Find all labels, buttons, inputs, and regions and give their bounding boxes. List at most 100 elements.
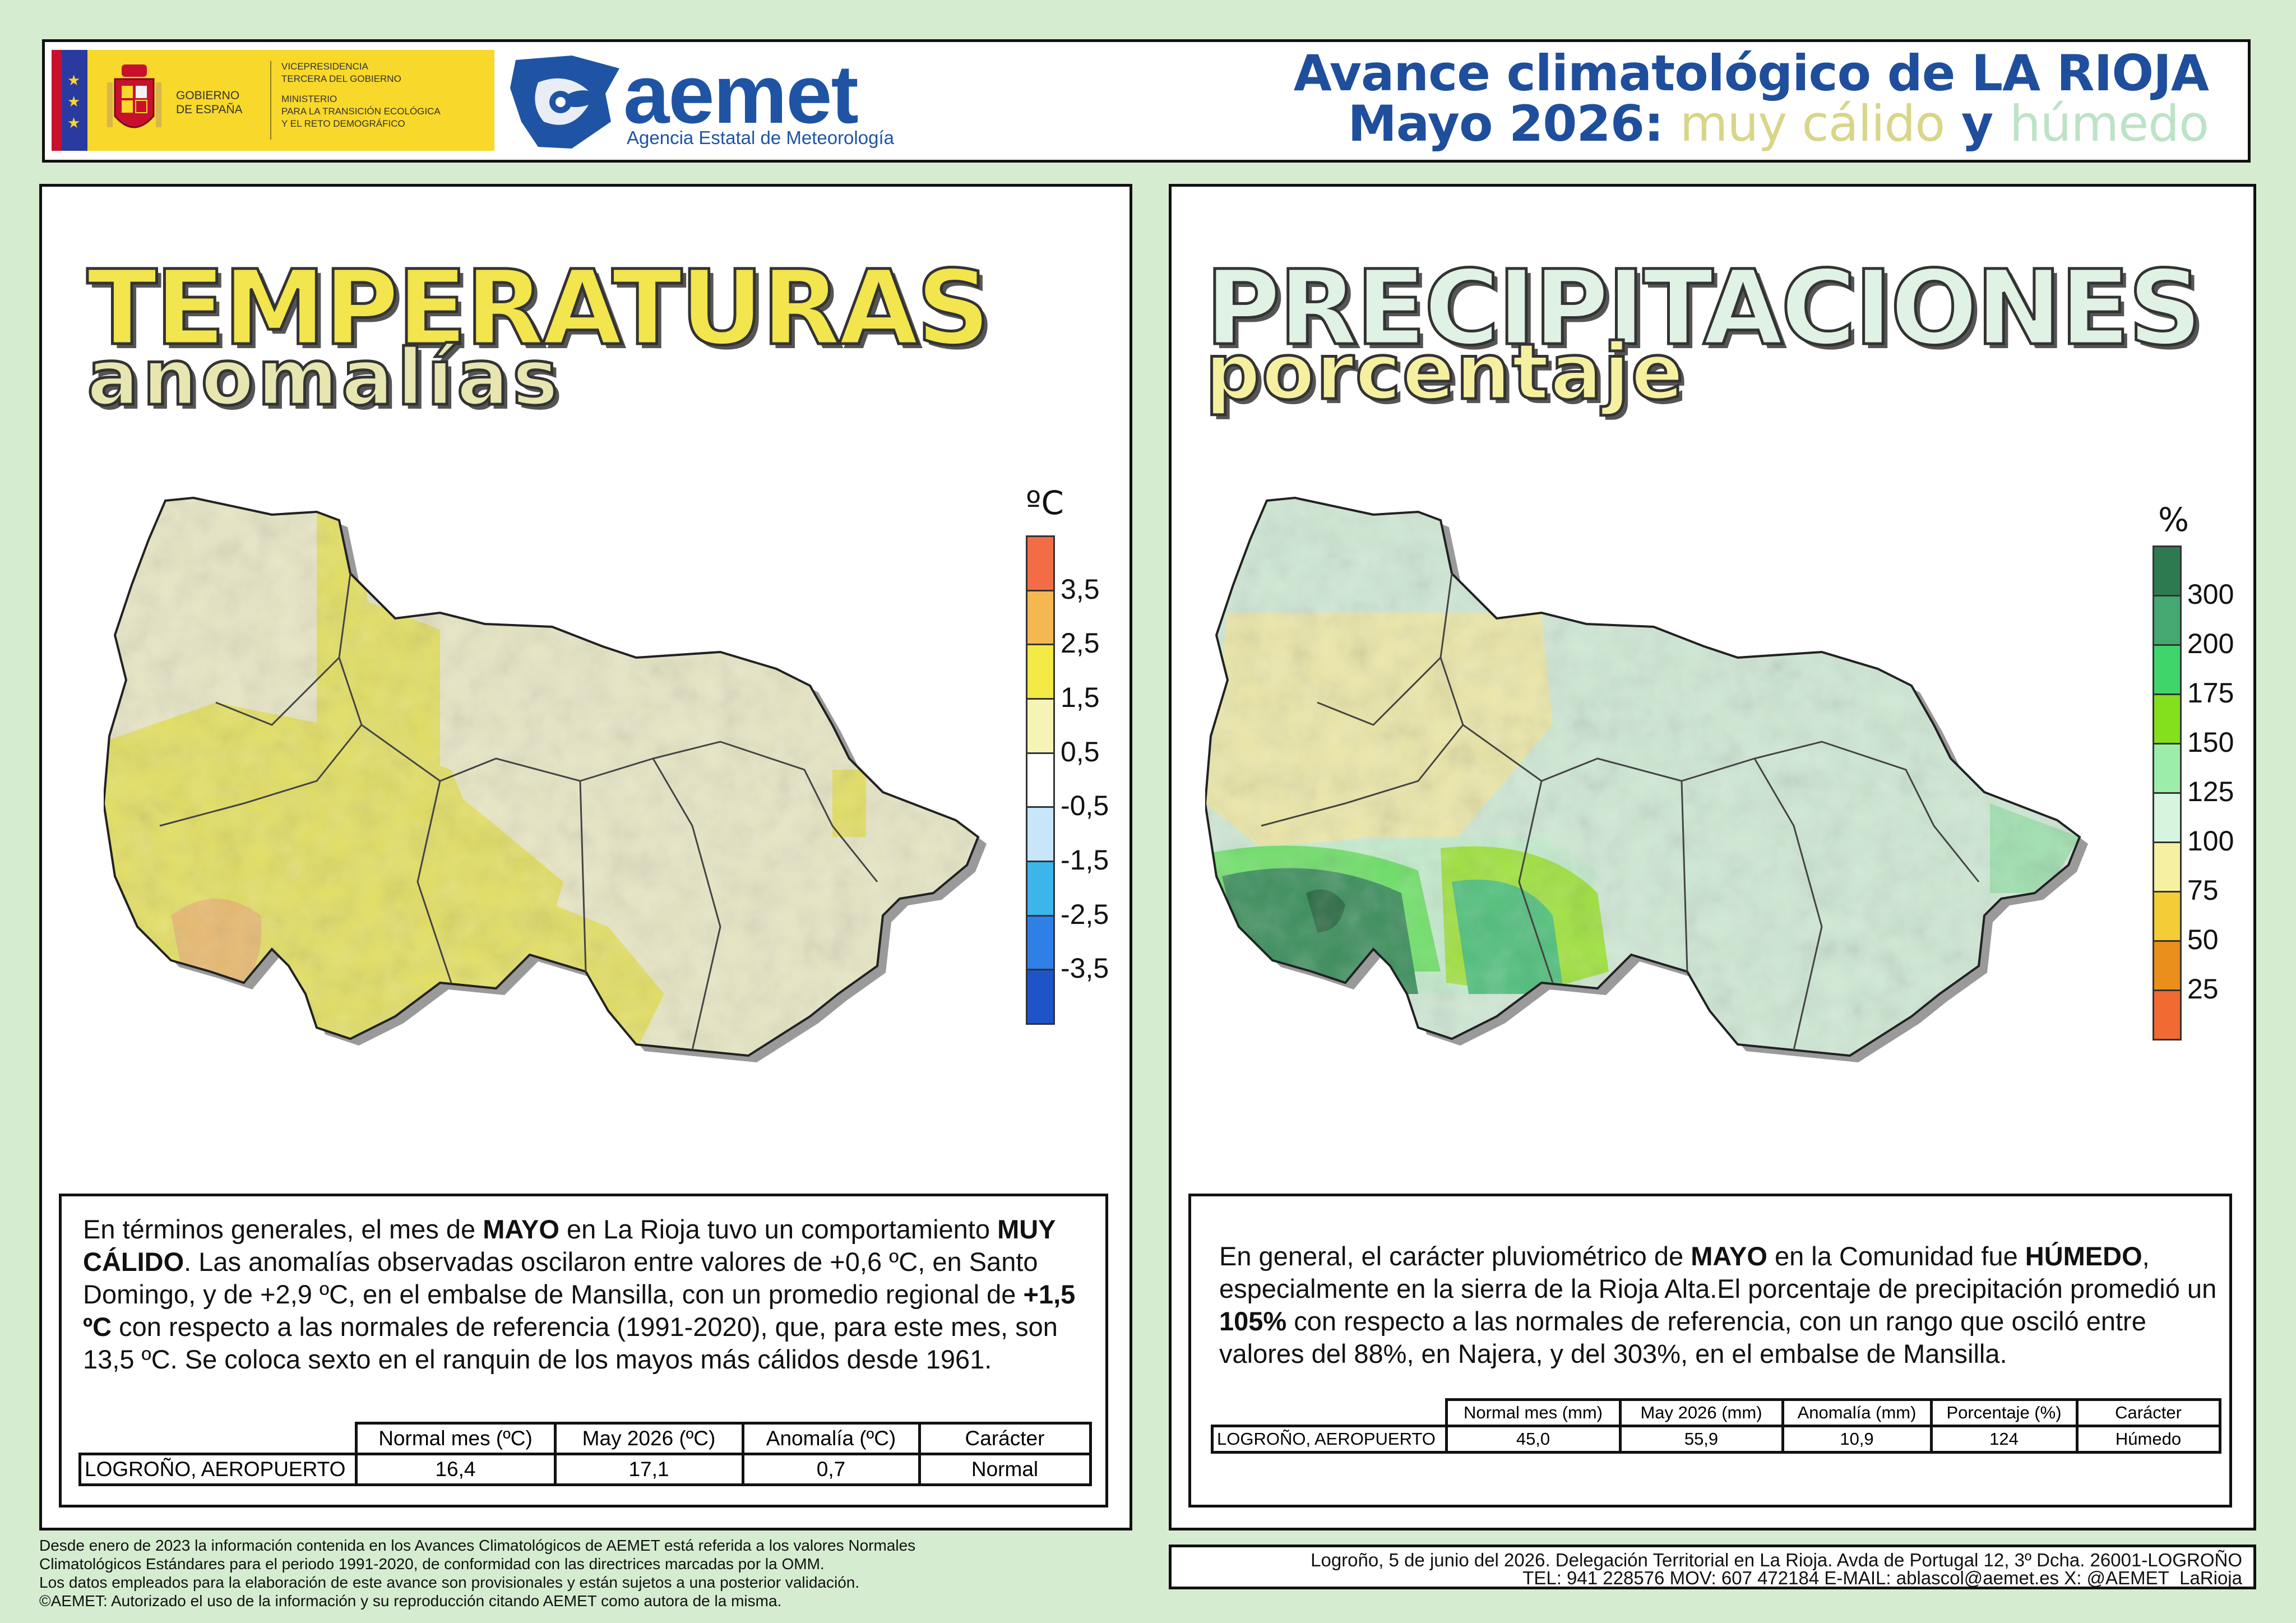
table-row: LOGROÑO, AEROPUERTO 45,0 55,9 10,9 124 H… <box>1211 1425 2221 1454</box>
footer-note-line: ©AEMET: Autorizado el uso de la informac… <box>39 1592 782 1610</box>
legend-color-swatch <box>1026 644 1055 700</box>
table-header-cell: Normal mes (ºC) <box>354 1422 557 1455</box>
legend-color-swatch <box>1026 589 1055 646</box>
ministry-line: Y EL RETO DEMOGRÁFICO <box>281 118 405 129</box>
table-header-cell: May 2026 (ºC) <box>553 1422 744 1455</box>
temperature-title: TEMPERATURAS <box>85 247 992 370</box>
flag-stripe <box>52 50 62 151</box>
table-cell: 45,0 <box>1445 1425 1622 1454</box>
summary-text-part: En términos generales, el mes de <box>83 1214 483 1244</box>
table-header-cell: Anomalía (ºC) <box>741 1422 921 1455</box>
summary-text-part: en la Comunidad fue <box>1767 1241 2025 1271</box>
precipitation-summary-text: En general, el carácter pluviométrico de… <box>1219 1240 2223 1370</box>
temperature-summary-text: En términos generales, el mes de MAYO en… <box>83 1213 1092 1376</box>
footer-note-line: Los datos empleados para la elaboración … <box>39 1574 860 1591</box>
legend-tick-label: -0,5 <box>1061 790 1109 822</box>
legend-color-swatch <box>2152 743 2182 794</box>
legend-tick-label: 2,5 <box>1061 627 1100 659</box>
title-joiner: y <box>1945 95 2010 152</box>
legend-tick-label: 0,5 <box>1061 736 1100 767</box>
precipitation-title: PRECIPITACIONES <box>1204 247 2204 370</box>
summary-character: MUY CÁLIDO <box>83 1214 1056 1277</box>
gov-country-line1: GOBIERNO <box>176 89 240 102</box>
aemet-subtitle: Agencia Estatal de Meteorología <box>627 127 894 148</box>
table-cell: Normal <box>918 1453 1092 1486</box>
legend-tick-label: -3,5 <box>1061 952 1109 984</box>
legend-tick-label: 50 <box>2187 924 2219 955</box>
legend-color-swatch <box>1026 535 1055 591</box>
legend-tick-label: 75 <box>2187 875 2219 906</box>
table-corner <box>80 1423 357 1454</box>
gov-country-line2: DE ESPAÑA <box>176 103 243 116</box>
table-header-cell: Carácter <box>918 1422 1092 1455</box>
legend-color-swatch <box>2152 644 2182 695</box>
eu-star-icon: ★ <box>67 72 81 89</box>
legend-color-swatch <box>2152 545 2182 597</box>
precipitation-panel: PRECIPITACIONES porcentaje <box>1169 184 2256 1530</box>
legend-color-swatch <box>1026 698 1055 754</box>
title-month: Mayo 2026: <box>1348 95 1680 152</box>
table-corner <box>1212 1400 1447 1426</box>
legend-tick-label: 150 <box>2187 727 2234 758</box>
legend-tick-label: 200 <box>2187 628 2234 659</box>
aemet-logo: aemet Agencia Estatal de Meteorología <box>504 49 908 155</box>
table-cell: 0,7 <box>741 1453 921 1486</box>
legend-color-swatch <box>2152 841 2182 893</box>
temperature-panel: TEMPERATURAS anomalías <box>39 184 1132 1530</box>
legend-tick-label: 3,5 <box>1061 573 1100 605</box>
ministry-line: TERCERA DEL GOBIERNO <box>281 73 401 84</box>
legend-color-swatch <box>2152 693 2182 745</box>
footer-disclaimer: Desde enero de 2023 la información conte… <box>39 1536 1160 1610</box>
legend-tick-label: 300 <box>2187 579 2234 610</box>
footer-note-line: Desde enero de 2023 la información conte… <box>39 1537 916 1554</box>
table-cell: 17,1 <box>553 1453 744 1486</box>
legend-color-swatch <box>2152 989 2182 1041</box>
ministry-line: VICEPRESIDENCIA <box>281 61 368 72</box>
temperature-subtitle: anomalías <box>86 331 562 424</box>
summary-month: MAYO <box>1691 1241 1767 1271</box>
legend-unit: ºC <box>1026 484 1064 522</box>
temperature-legend: ºC 3,5 2,5 1,5 0,5 -0,5 -1,5 -2,5 -3,5 <box>1015 484 1144 1269</box>
precipitation-subtitle: porcentaje <box>1203 326 1685 419</box>
summary-character: HÚMEDO <box>2025 1241 2142 1271</box>
table-station-cell: LOGROÑO, AEROPUERTO <box>78 1453 358 1486</box>
temperature-summary-box: En términos generales, el mes de MAYO en… <box>59 1194 1108 1508</box>
table-header-cell: Anomalía (mm) <box>1781 1398 1933 1427</box>
ministry-line: PARA LA TRANSICIÓN ECOLÓGICA <box>281 106 441 117</box>
summary-text-part: en La Rioja tuvo un comportamiento <box>559 1214 998 1244</box>
summary-text-part: con respecto a las normales de referenci… <box>83 1312 1058 1374</box>
legend-color-swatch <box>1026 969 1055 1025</box>
summary-text-part: con respecto a las normales de referenci… <box>1219 1306 2146 1368</box>
legend-tick-label: -1,5 <box>1061 844 1109 876</box>
precipitation-legend: % 300 200 175 150 125 100 75 50 25 <box>2136 501 2248 1286</box>
header-bar: ★ ★ ★ GOBIERNO DE ESPAÑA VICEPRESIDENCIA… <box>42 39 2251 163</box>
page-title-line1: Avance climatológico de LA RIOJA <box>1294 47 2209 100</box>
legend-ticks: 3,5 2,5 1,5 0,5 -0,5 -1,5 -2,5 -3,5 <box>1061 535 1139 1023</box>
gobierno-de-espana-logo: ★ ★ ★ GOBIERNO DE ESPAÑA VICEPRESIDENCIA… <box>52 50 494 151</box>
legend-color-swatch <box>2152 595 2182 646</box>
title-temp-quality: muy cálido <box>1679 95 1945 152</box>
table-header-cell: Carácter <box>2075 1398 2221 1427</box>
legend-unit: % <box>2158 501 2189 539</box>
table-cell: 16,4 <box>354 1453 557 1486</box>
legend-color-swatch <box>1026 806 1055 862</box>
legend-tick-label: 25 <box>2187 973 2219 1005</box>
legend-color-swatch <box>1026 752 1055 808</box>
precipitation-percentage-map <box>1205 496 2088 1062</box>
aemet-emblem-icon <box>510 56 619 149</box>
legend-color-swatch <box>2152 792 2182 843</box>
table-row: LOGROÑO, AEROPUERTO 16,4 17,1 0,7 Normal <box>78 1453 1092 1486</box>
legend-color-bar <box>1026 535 1055 1025</box>
legend-color-swatch <box>1026 914 1055 971</box>
precipitation-summary-box: En general, el carácter pluviométrico de… <box>1188 1194 2232 1508</box>
legend-tick-label: 100 <box>2187 825 2234 857</box>
aemet-wordmark: aemet <box>623 48 859 141</box>
legend-color-swatch <box>2152 891 2182 942</box>
contact-details: TEL: 941 228576 MOV: 607 472184 E-MAIL: … <box>1522 1567 2242 1588</box>
eu-flag: ★ ★ ★ <box>62 50 87 151</box>
table-header-cell: Porcentaje (%) <box>1929 1398 2079 1427</box>
summary-text-part: En general, el carácter pluviométrico de <box>1219 1241 1691 1271</box>
table-cell: 124 <box>1929 1425 2079 1454</box>
table-header-cell: Normal mes (mm) <box>1445 1398 1622 1427</box>
footer-contact-box: Logroño, 5 de junio del 2026. Delegación… <box>1169 1545 2256 1589</box>
